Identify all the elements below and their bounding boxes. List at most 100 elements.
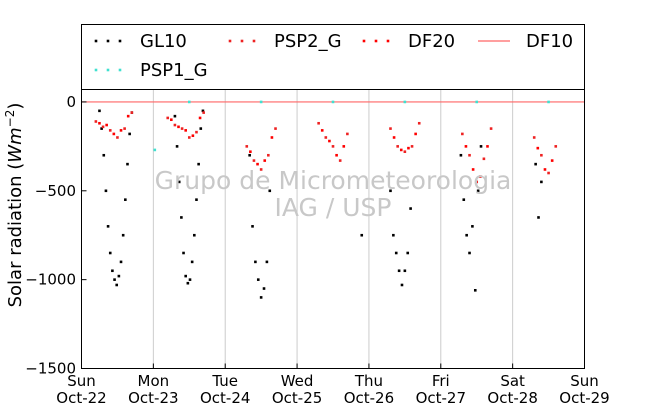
x-tick-label-date: Oct-22 bbox=[56, 389, 106, 407]
data-point-GL10 bbox=[479, 145, 483, 148]
data-point-GL10 bbox=[119, 260, 123, 264]
data-point-PSP1_G bbox=[547, 100, 550, 104]
legend-swatch-dot bbox=[240, 39, 244, 43]
data-point-DF20 bbox=[126, 114, 130, 118]
data-point-GL10 bbox=[409, 207, 412, 210]
data-point-PSP2_G bbox=[108, 129, 112, 132]
data-point-PSP2_G bbox=[195, 130, 198, 134]
x-tick-label-date: Oct-29 bbox=[559, 389, 609, 407]
series-layer bbox=[81, 100, 585, 299]
data-point-GL10 bbox=[262, 287, 266, 290]
data-point-GL10 bbox=[468, 251, 471, 255]
data-point-DF20 bbox=[256, 162, 259, 166]
legend-label: GL10 bbox=[140, 31, 187, 52]
data-point-GL10 bbox=[459, 153, 463, 157]
legend-item-PSP2_G: PSP2_G bbox=[228, 31, 342, 52]
data-point-GL10 bbox=[175, 145, 179, 148]
data-point-DF20 bbox=[98, 121, 101, 125]
data-point-DF20 bbox=[263, 159, 267, 162]
data-point-PSP2_G bbox=[130, 111, 134, 114]
watermark-line-1: Grupo de Micrometeorologia bbox=[155, 166, 512, 195]
data-point-PSP2_G bbox=[468, 153, 471, 157]
data-point-PSP2_G bbox=[180, 127, 184, 130]
data-point-GL10 bbox=[248, 153, 251, 157]
y-axis-label: Solar radiation (Wm−2) bbox=[3, 103, 26, 308]
data-point-GL10 bbox=[540, 180, 543, 184]
data-point-PSP2_G bbox=[554, 145, 558, 148]
data-point-GL10 bbox=[471, 225, 474, 228]
data-point-GL10 bbox=[406, 251, 410, 255]
legend-swatch-dot bbox=[94, 39, 98, 43]
data-point-DF20 bbox=[543, 168, 547, 171]
data-point-GL10 bbox=[193, 233, 196, 237]
data-point-DF20 bbox=[270, 136, 274, 139]
data-point-PSP2_G bbox=[547, 171, 550, 175]
data-point-GL10 bbox=[195, 198, 198, 201]
y-tick-label: −500 bbox=[35, 182, 76, 200]
data-point-GL10 bbox=[190, 260, 194, 264]
data-point-GL10 bbox=[128, 132, 131, 136]
data-point-PSP2_G bbox=[173, 123, 177, 127]
data-point-PSP2_G bbox=[317, 121, 320, 125]
data-point-GL10 bbox=[188, 278, 192, 281]
data-point-PSP2_G bbox=[259, 168, 263, 171]
data-point-GL10 bbox=[199, 127, 203, 130]
data-point-DF20 bbox=[320, 129, 324, 132]
x-tick-label-date: Oct-27 bbox=[416, 389, 466, 407]
data-point-GL10 bbox=[197, 162, 200, 166]
data-point-PSP1_G bbox=[187, 100, 191, 104]
data-point-DF20 bbox=[335, 153, 338, 157]
plot-frame bbox=[81, 89, 585, 369]
data-point-GL10 bbox=[104, 189, 108, 193]
legend-swatch-dot bbox=[106, 68, 110, 72]
data-point-PSP2_G bbox=[540, 153, 543, 157]
legend-swatch-dot bbox=[106, 39, 110, 43]
series-PSP2_G bbox=[94, 111, 558, 184]
data-point-GL10 bbox=[117, 274, 121, 278]
data-point-GL10 bbox=[476, 189, 480, 193]
legend-label: DF10 bbox=[526, 31, 573, 52]
data-point-GL10 bbox=[102, 153, 106, 157]
legend-item-GL10: GL10 bbox=[94, 31, 187, 52]
data-point-DF20 bbox=[177, 125, 180, 129]
legend-swatch-dot bbox=[362, 39, 366, 43]
data-point-PSP2_G bbox=[403, 150, 407, 153]
data-point-DF20 bbox=[471, 168, 475, 171]
data-point-DF20 bbox=[191, 134, 195, 138]
data-point-GL10 bbox=[537, 216, 540, 219]
data-point-PSP2_G bbox=[187, 136, 191, 139]
data-point-GL10 bbox=[400, 283, 404, 287]
data-point-DF20 bbox=[399, 148, 403, 152]
legend-swatch-dot bbox=[252, 39, 256, 43]
data-point-PSP1_G bbox=[153, 148, 157, 152]
watermark-line-2: IAG / USP bbox=[275, 193, 392, 222]
data-point-GL10 bbox=[397, 269, 401, 273]
x-tick-label-day: Wed bbox=[281, 372, 314, 390]
x-tick-label-date: Oct-23 bbox=[128, 389, 178, 407]
data-point-PSP2_G bbox=[410, 145, 414, 148]
data-point-GL10 bbox=[100, 127, 103, 130]
data-point-PSP2_G bbox=[101, 125, 105, 129]
data-point-PSP2_G bbox=[461, 132, 464, 136]
data-point-GL10 bbox=[360, 233, 364, 237]
data-point-DF20 bbox=[184, 129, 187, 132]
data-point-GL10 bbox=[115, 283, 119, 287]
data-point-DF20 bbox=[328, 139, 331, 143]
legend-box bbox=[81, 24, 585, 90]
data-point-GL10 bbox=[256, 278, 260, 281]
y-tick-label: 0 bbox=[66, 93, 76, 111]
data-point-GL10 bbox=[394, 251, 398, 255]
data-point-PSP2_G bbox=[417, 121, 421, 125]
data-point-GL10 bbox=[392, 233, 395, 237]
legend-swatch-dot bbox=[118, 39, 122, 43]
data-point-PSP2_G bbox=[202, 111, 205, 114]
data-point-PSP2_G bbox=[274, 127, 277, 130]
data-point-PSP2_G bbox=[475, 180, 479, 184]
data-point-DF20 bbox=[198, 116, 202, 120]
legend-item-PSP1_G: PSP1_G bbox=[94, 60, 208, 81]
data-point-GL10 bbox=[173, 114, 177, 118]
data-point-GL10 bbox=[265, 260, 269, 264]
data-point-GL10 bbox=[201, 109, 205, 113]
y-tick-label: −1000 bbox=[25, 271, 76, 289]
data-point-GL10 bbox=[177, 180, 181, 184]
